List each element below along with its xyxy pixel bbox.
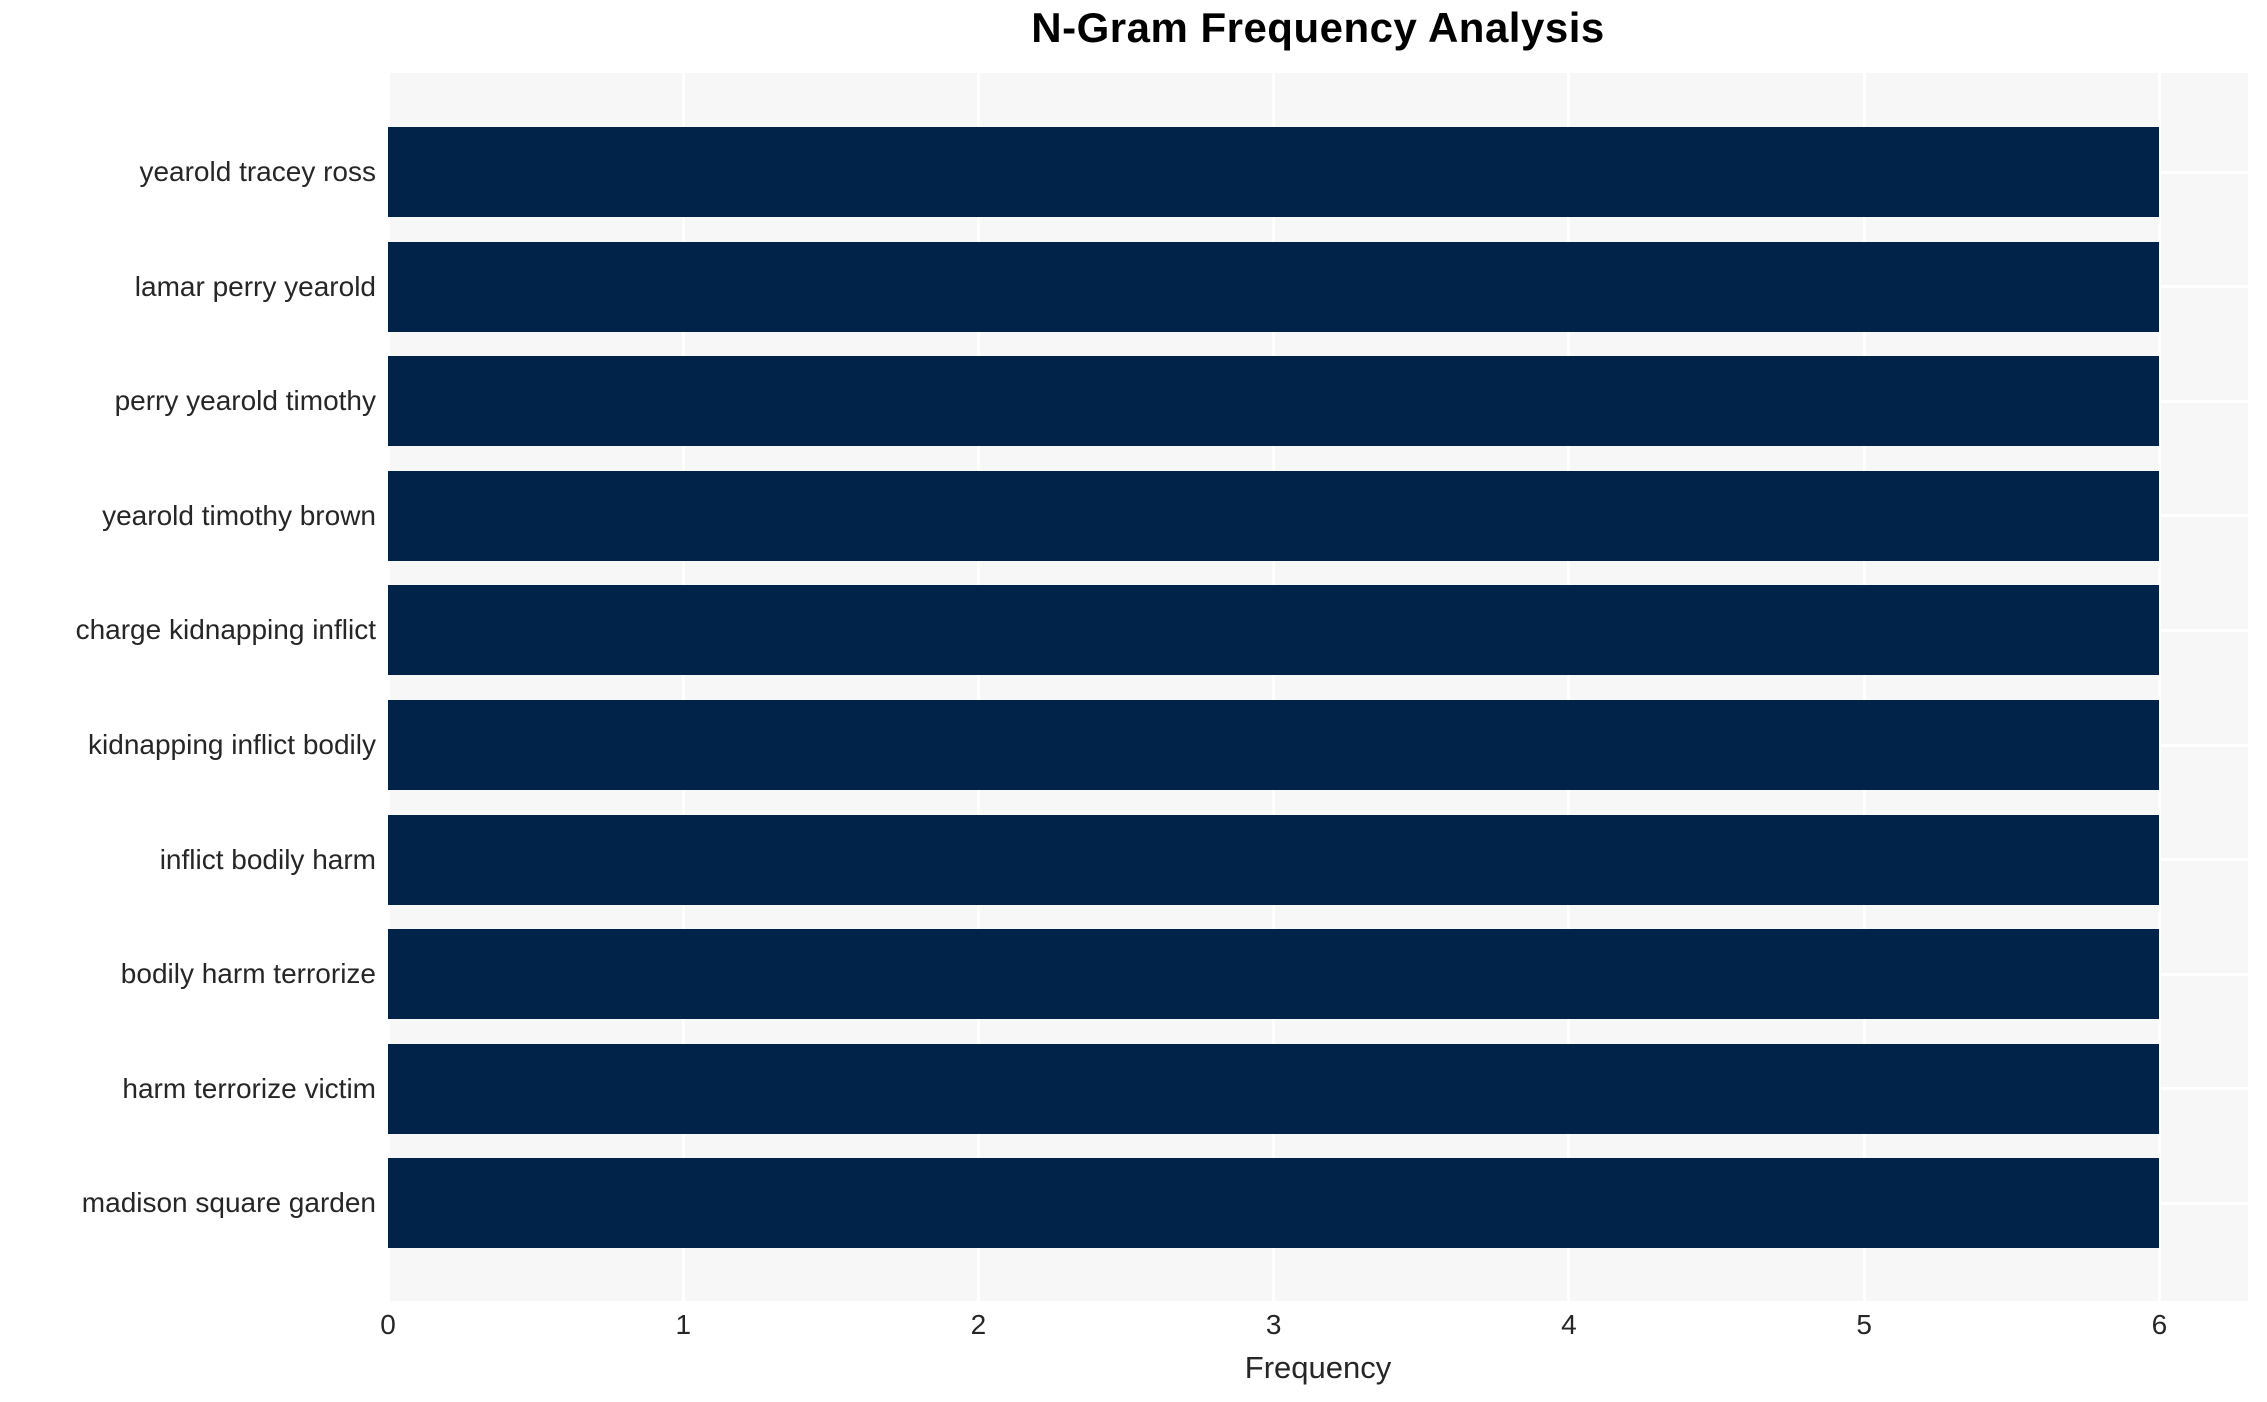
y-tick-label: bodily harm terrorize [120, 958, 376, 990]
gridline-vertical [388, 73, 390, 1301]
x-tick-label: 6 [2151, 1309, 2168, 1340]
bar [388, 929, 2160, 1020]
gridline-vertical [976, 73, 980, 1301]
x-tick-label: 1 [675, 1309, 692, 1340]
gridline-vertical [2157, 73, 2161, 1301]
x-axis-label: Frequency [1244, 1350, 1392, 1385]
bar [388, 1043, 2160, 1134]
y-tick-label: yearold timothy brown [102, 499, 376, 531]
x-tick-label: 5 [1856, 1309, 1872, 1340]
chart-title: N-Gram Frequency Analysis [1031, 4, 1605, 51]
y-tick-label: charge kidnapping inflict [75, 614, 376, 646]
y-tick-label: inflict bodily harm [159, 843, 376, 875]
x-tick-label: 3 [1265, 1309, 1282, 1340]
bar [388, 814, 2160, 905]
bar [388, 356, 2160, 447]
bar [388, 470, 2160, 561]
gridline-vertical [1862, 73, 1866, 1301]
plot-area [388, 73, 2248, 1301]
bar [388, 241, 2160, 332]
bar [388, 700, 2160, 790]
x-tick-label: 4 [1561, 1309, 1577, 1340]
bar [388, 1158, 2160, 1249]
x-tick-label: 0 [380, 1309, 396, 1340]
y-tick-label: lamar perry yearold [134, 270, 376, 302]
y-tick-label: kidnapping inflict bodily [88, 729, 376, 760]
bar [388, 127, 2160, 217]
y-tick-label: perry yearold timothy [114, 385, 376, 417]
bar [388, 585, 2160, 676]
gridline-vertical [1272, 73, 1276, 1301]
y-tick-label: madison square garden [81, 1187, 376, 1219]
gridline-vertical [1567, 73, 1571, 1301]
y-tick-label: harm terrorize victim [122, 1072, 376, 1104]
x-tick-label: 2 [970, 1309, 987, 1340]
y-tick-label: yearold tracey ross [139, 156, 376, 187]
gridline-vertical [681, 73, 685, 1301]
